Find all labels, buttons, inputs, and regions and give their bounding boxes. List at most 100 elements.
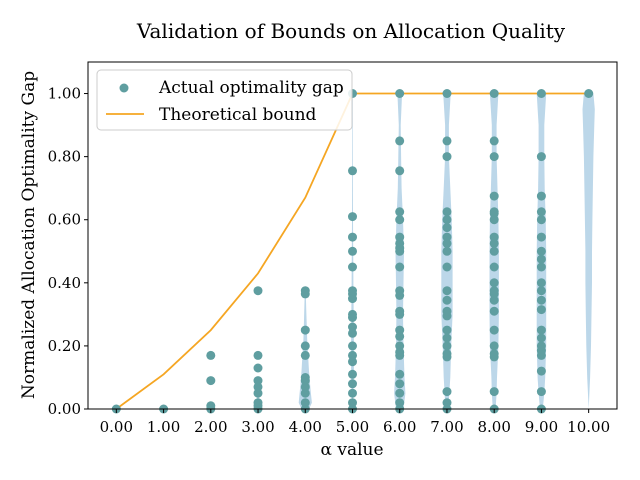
data-point [348, 262, 357, 272]
data-point [442, 398, 452, 408]
data-point [253, 376, 263, 386]
data-point [442, 387, 452, 397]
data-point [395, 238, 405, 248]
data-point [395, 207, 405, 217]
points-layer [111, 89, 594, 414]
x-tick-label: 9.00 [525, 418, 558, 436]
data-point [536, 207, 546, 217]
data-point [442, 295, 452, 305]
y-tick-label: 0.80 [48, 148, 81, 166]
data-point [489, 341, 499, 351]
data-point [395, 379, 405, 389]
data-point [489, 295, 499, 305]
data-point [348, 379, 357, 389]
data-point [442, 286, 452, 296]
data-point [489, 152, 499, 162]
data-point [536, 191, 546, 201]
data-point [489, 286, 499, 296]
data-point [395, 89, 405, 98]
data-point [253, 382, 263, 392]
data-point [348, 388, 357, 398]
data-point [536, 254, 546, 264]
data-point [584, 89, 594, 98]
data-point [536, 278, 546, 288]
data-point [253, 363, 263, 373]
data-point [348, 350, 357, 360]
data-point [395, 215, 405, 225]
data-point [348, 212, 357, 222]
y-tick-label: 0.40 [48, 274, 81, 292]
data-point [395, 341, 405, 351]
data-point [442, 238, 452, 248]
data-point [348, 369, 357, 379]
data-point [489, 306, 499, 316]
data-point [489, 238, 499, 248]
data-point [536, 232, 546, 242]
legend-box [96, 69, 353, 131]
data-point [348, 309, 357, 319]
data-point [442, 333, 452, 343]
data-point [253, 286, 263, 296]
y-tick-label: 1.00 [48, 85, 81, 103]
x-tick-label: 8.00 [477, 418, 510, 436]
data-point [489, 207, 499, 217]
data-point [395, 286, 405, 296]
data-point [348, 328, 357, 338]
data-point [348, 322, 357, 332]
data-point [489, 136, 499, 146]
data-point [536, 325, 546, 335]
data-point [348, 341, 357, 351]
data-point [300, 350, 310, 360]
data-point [489, 89, 499, 98]
legend-marker-actual [119, 83, 129, 93]
chart-title: Validation of Bounds on Allocation Quali… [136, 19, 566, 43]
data-point [536, 333, 546, 343]
data-point [253, 388, 263, 398]
data-point [536, 215, 546, 225]
data-point [395, 369, 405, 379]
y-tick-label: 0.60 [48, 211, 81, 229]
data-point [536, 89, 546, 98]
data-point [442, 215, 452, 225]
x-tick-label: 5.00 [336, 418, 369, 436]
x-tick-label: 7.00 [430, 418, 463, 436]
data-point [536, 295, 546, 305]
data-point [442, 89, 452, 98]
data-point [395, 388, 405, 398]
x-axis-label: α value [320, 440, 383, 460]
legend: Actual optimality gap Theoretical bound [96, 69, 353, 131]
data-point [206, 376, 216, 386]
data-point [489, 325, 499, 335]
x-tick-label: 2.00 [194, 418, 227, 436]
data-point [348, 232, 357, 242]
data-point [395, 398, 405, 408]
data-point [300, 388, 310, 398]
x-axis-ticks: 0.00 1.00 2.00 3.00 4.00 5.00 6.00 7.00 8.00 9.00… [100, 409, 610, 436]
data-point [442, 207, 452, 217]
data-point [348, 398, 357, 408]
data-point [442, 262, 452, 272]
data-point [536, 246, 546, 256]
data-point [536, 341, 546, 351]
violin-7 [582, 93, 595, 409]
data-point [442, 152, 452, 162]
x-tick-label: 10.00 [567, 418, 610, 436]
y-tick-label: 0.20 [48, 337, 81, 355]
data-point [395, 325, 405, 335]
data-point [442, 246, 452, 256]
x-tick-label: 1.00 [147, 418, 180, 436]
data-point [442, 306, 452, 316]
data-point [536, 286, 546, 296]
data-point [489, 387, 499, 397]
legend-label-bound: Theoretical bound [159, 105, 317, 125]
data-point [536, 152, 546, 162]
data-point [300, 373, 310, 382]
data-point [395, 331, 405, 341]
data-point [395, 232, 405, 242]
y-axis-ticks: 0.00 0.20 0.40 0.60 0.80 1.00 [48, 85, 88, 418]
y-axis-label: Normalized Allocation Optimality Gap [19, 71, 39, 399]
data-point [348, 246, 357, 256]
data-point [253, 350, 263, 360]
data-point [489, 215, 499, 225]
data-point [489, 278, 499, 288]
